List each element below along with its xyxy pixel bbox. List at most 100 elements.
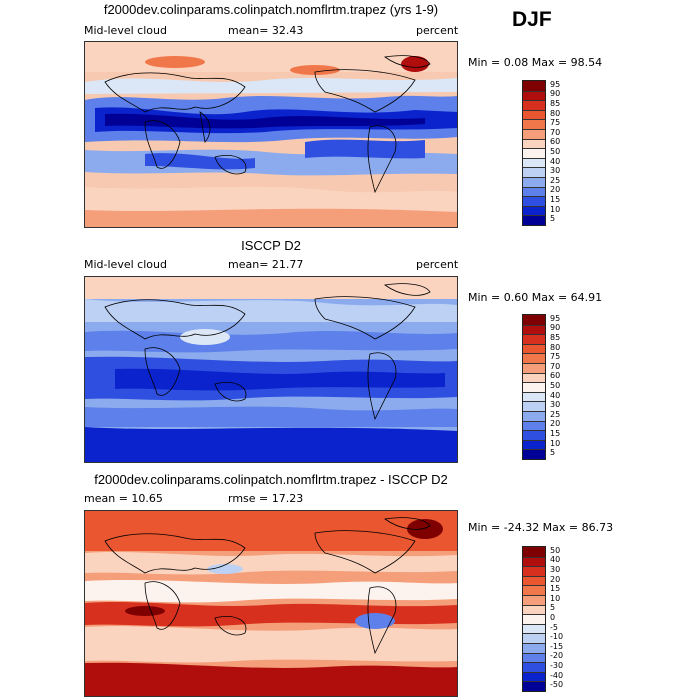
colorbar-tick-label: 30	[550, 400, 561, 410]
colorbar-tick-label: 25	[550, 175, 561, 185]
colorbar-segment	[523, 643, 545, 653]
colorbar-tick-label: 90	[550, 89, 561, 99]
panel-3-mean-label: mean = 10.65	[84, 492, 163, 505]
colorbar-segment	[523, 566, 545, 576]
colorbar-segment	[523, 430, 545, 440]
colorbar-segment	[523, 196, 545, 206]
colorbar-tick-label: 95	[550, 79, 561, 89]
colorbar-tick-label: 0	[550, 613, 556, 622]
panel-2-colorbar-labels: 95 90 85 80 75 70 60 50 40 30 25 20 15 10 5	[550, 314, 590, 458]
colorbar-tick-label: 5	[550, 603, 556, 613]
colorbar-segment	[523, 449, 545, 459]
colorbar-tick-label: -10	[550, 632, 564, 642]
colorbar-tick-label: 5	[550, 448, 556, 458]
colorbar-segment	[523, 138, 545, 149]
colorbar-tick-label: 50	[550, 147, 561, 156]
colorbar-segment	[523, 324, 545, 335]
colorbar-tick-label: 30	[550, 166, 561, 176]
panel-2-mean-label: mean= 21.77	[228, 258, 304, 271]
colorbar-segment	[523, 633, 545, 643]
season-label: DJF	[512, 8, 552, 31]
colorbar-segment	[523, 439, 545, 450]
colorbar-tick-label: 50	[550, 381, 561, 390]
colorbar-segment	[523, 623, 545, 634]
colorbar-segment	[523, 595, 545, 605]
colorbar-tick-label: 70	[550, 361, 561, 371]
panel-3-minmax: Min = -24.32 Max = 86.73	[468, 521, 614, 534]
colorbar-tick-label: 80	[550, 342, 561, 352]
colorbar-tick-label: 50	[550, 545, 561, 555]
colorbar-segment	[523, 604, 545, 615]
colorbar-tick-label: 80	[550, 108, 561, 118]
colorbar-tick-label: 40	[550, 156, 561, 166]
colorbar-tick-label: 20	[550, 185, 561, 195]
colorbar-segment	[523, 215, 545, 225]
colorbar-segment	[523, 585, 545, 595]
panel-3-title: f2000dev.colinparams.colinpatch.nomflrtm…	[94, 472, 448, 487]
colorbar-tick-label: 25	[550, 409, 561, 419]
panel-2-minmax: Min = 0.60 Max = 64.91	[468, 291, 603, 304]
colorbar-segment	[523, 411, 545, 421]
colorbar-tick-label: 20	[550, 574, 561, 584]
colorbar-segment	[523, 382, 545, 392]
colorbar-tick-label: -20	[550, 651, 564, 661]
colorbar-segment	[523, 157, 545, 168]
colorbar-segment	[523, 167, 545, 177]
colorbar-segment	[523, 652, 545, 663]
colorbar-tick-label: 15	[550, 584, 561, 594]
colorbar-tick-label: 75	[550, 352, 561, 362]
colorbar-segment	[523, 420, 545, 431]
colorbar-tick-label: 15	[550, 195, 561, 204]
colorbar-segment	[523, 353, 545, 363]
panel-2-left-label: Mid-level cloud	[84, 258, 167, 271]
colorbar-segment	[523, 81, 545, 91]
panel-3-colorbar-labels: 50 40 30 20 15 10 5 0 -5 -10 -15 -20 -30 -40 -50	[550, 546, 590, 690]
colorbar-tick-label: -30	[550, 661, 564, 670]
colorbar-tick-label: 70	[550, 127, 561, 137]
panel-1-units-label: percent	[416, 24, 459, 37]
colorbar-tick-label: 85	[550, 99, 561, 108]
panel-1-map	[84, 41, 458, 228]
colorbar-tick-label: 20	[550, 419, 561, 429]
panel-2-colorbar	[522, 314, 546, 460]
colorbar-tick-label: 30	[550, 565, 561, 574]
panel-3-map	[84, 510, 458, 697]
panel-1-minmax: Min = 0.08 Max = 98.54	[468, 56, 603, 69]
colorbar-tick-label: 10	[550, 438, 561, 448]
panel-3-colorbar	[522, 546, 546, 692]
panel-2-units-label: percent	[416, 258, 459, 271]
colorbar-tick-label: 95	[550, 313, 561, 323]
colorbar-segment	[523, 401, 545, 411]
colorbar-segment	[523, 205, 545, 216]
colorbar-segment	[523, 575, 545, 586]
colorbar-segment	[523, 372, 545, 383]
colorbar-tick-label: 60	[550, 371, 561, 381]
colorbar-tick-label: -50	[550, 680, 564, 690]
colorbar-segment	[523, 109, 545, 120]
colorbar-segment	[523, 662, 545, 672]
colorbar-tick-label: 5	[550, 214, 556, 224]
colorbar-tick-label: 10	[550, 204, 561, 214]
colorbar-segment	[523, 556, 545, 567]
colorbar-segment	[523, 671, 545, 682]
colorbar-tick-label: 40	[550, 390, 561, 400]
colorbar-tick-label: 60	[550, 137, 561, 147]
panel-1-mean-label: mean= 32.43	[228, 24, 304, 37]
colorbar-segment	[523, 547, 545, 557]
colorbar-tick-label: -40	[550, 670, 564, 680]
colorbar-segment	[523, 315, 545, 325]
colorbar-tick-label: -15	[550, 641, 564, 651]
colorbar-tick-label: 75	[550, 118, 561, 128]
colorbar-segment	[523, 100, 545, 110]
colorbar-segment	[523, 129, 545, 139]
colorbar-segment	[523, 343, 545, 354]
colorbar-tick-label: 10	[550, 593, 561, 603]
colorbar-tick-label: 90	[550, 323, 561, 333]
colorbar-segment	[523, 334, 545, 344]
colorbar-tick-label: 40	[550, 555, 561, 565]
panel-1-colorbar-labels: 95 90 85 80 75 70 60 50 40 30 25 20 15 10 5	[550, 80, 590, 224]
panel-1-left-label: Mid-level cloud	[84, 24, 167, 37]
panel-2-title: ISCCP D2	[241, 238, 301, 253]
colorbar-tick-label: -5	[550, 622, 558, 632]
panel-3-rmse-label: rmse = 17.23	[228, 492, 304, 505]
